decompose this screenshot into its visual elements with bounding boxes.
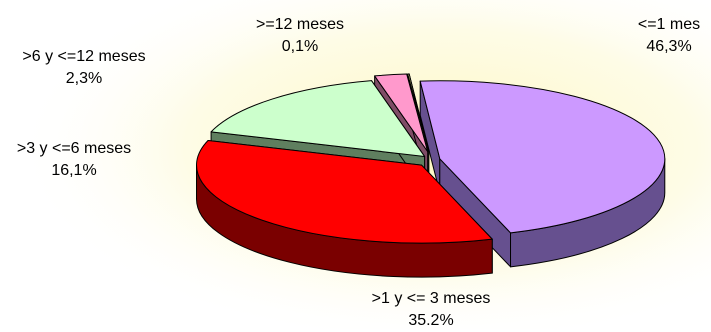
slice-label-ge-12-meses: >=12 meses 0,1% xyxy=(230,14,370,58)
slice-label-le-1-mes-value: 46,3% xyxy=(646,38,692,55)
slice-label-3-6-meses: >3 y <=6 meses 16,1% xyxy=(4,138,144,182)
slice-label-ge-12-meses-value: 0,1% xyxy=(281,38,319,55)
slice-label-ge-12-meses-name: >=12 meses xyxy=(255,16,345,33)
pie-slice-12-meses-top xyxy=(407,73,430,153)
slice-label-6-12-meses: >6 y <=12 meses 2,3% xyxy=(4,46,164,90)
slice-label-6-12-meses-value: 2,3% xyxy=(65,70,103,87)
pie-slice-1-y-3-meses-top xyxy=(196,139,493,244)
pie-slice-1-mes-top xyxy=(419,80,666,234)
slice-label-1-3-meses-value: 35.2% xyxy=(408,312,454,329)
slice-label-6-12-meses-name: >6 y <=12 meses xyxy=(22,48,146,65)
slice-label-le-1-mes: <=1 mes 46,3% xyxy=(624,14,711,58)
pie-slice-6-y-12-meses-top xyxy=(374,73,429,153)
slice-label-le-1-mes-name: <=1 mes xyxy=(637,16,701,33)
pie-slice-1-y-3-meses xyxy=(196,139,493,278)
pie-slice-3-y-6-meses-top xyxy=(210,80,426,157)
slice-label-1-3-meses: >1 y <= 3 meses 35.2% xyxy=(356,288,506,332)
slice-label-1-3-meses-name: >1 y <= 3 meses xyxy=(371,290,491,307)
slice-label-3-6-meses-name: >3 y <=6 meses xyxy=(16,140,132,157)
pie-slice-1-mes xyxy=(419,80,666,268)
slice-label-3-6-meses-value: 16,1% xyxy=(51,162,97,179)
